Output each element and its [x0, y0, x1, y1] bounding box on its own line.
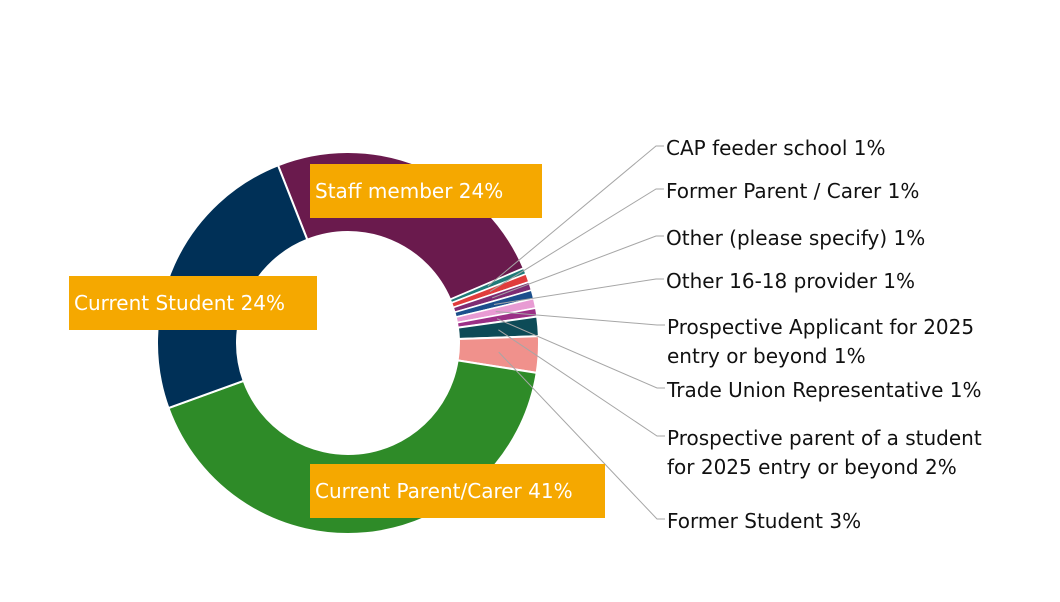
- leader-line: [493, 278, 664, 305]
- slice-label: Current Student 24%: [74, 291, 285, 315]
- slice-label: Prospective Applicant for 2025: [667, 315, 974, 339]
- leader-line: [498, 329, 665, 437]
- slice-label: Former Student 3%: [667, 509, 861, 533]
- leader-line: [495, 311, 665, 326]
- slice-label: Staff member 24%: [315, 179, 503, 203]
- slice-label: for 2025 entry or beyond 2%: [667, 455, 957, 479]
- slice-label: Other (please specify) 1%: [666, 226, 925, 250]
- slice-label: Former Parent / Carer 1%: [666, 179, 919, 203]
- leader-line: [489, 188, 664, 292]
- slice-label: Other 16-18 provider 1%: [666, 269, 915, 293]
- slice-label: Current Parent/Carer 41%: [315, 479, 573, 503]
- leader-line: [487, 145, 664, 287]
- label-box: [310, 464, 605, 518]
- slice-labels: Staff member 24% CAP feeder school 1% Form…: [69, 136, 982, 533]
- leader-line: [498, 351, 665, 520]
- label-box: [69, 276, 317, 330]
- slice-label: entry or beyond 1%: [667, 344, 866, 368]
- slice-label: Trade Union Representative 1%: [666, 378, 981, 402]
- slice-label: Prospective parent of a student: [667, 426, 982, 450]
- label-box: [310, 164, 542, 218]
- slice-label: CAP feeder school 1%: [666, 136, 886, 160]
- leader-line: [496, 318, 665, 389]
- leader-lines: [487, 145, 665, 520]
- leader-line: [491, 235, 664, 299]
